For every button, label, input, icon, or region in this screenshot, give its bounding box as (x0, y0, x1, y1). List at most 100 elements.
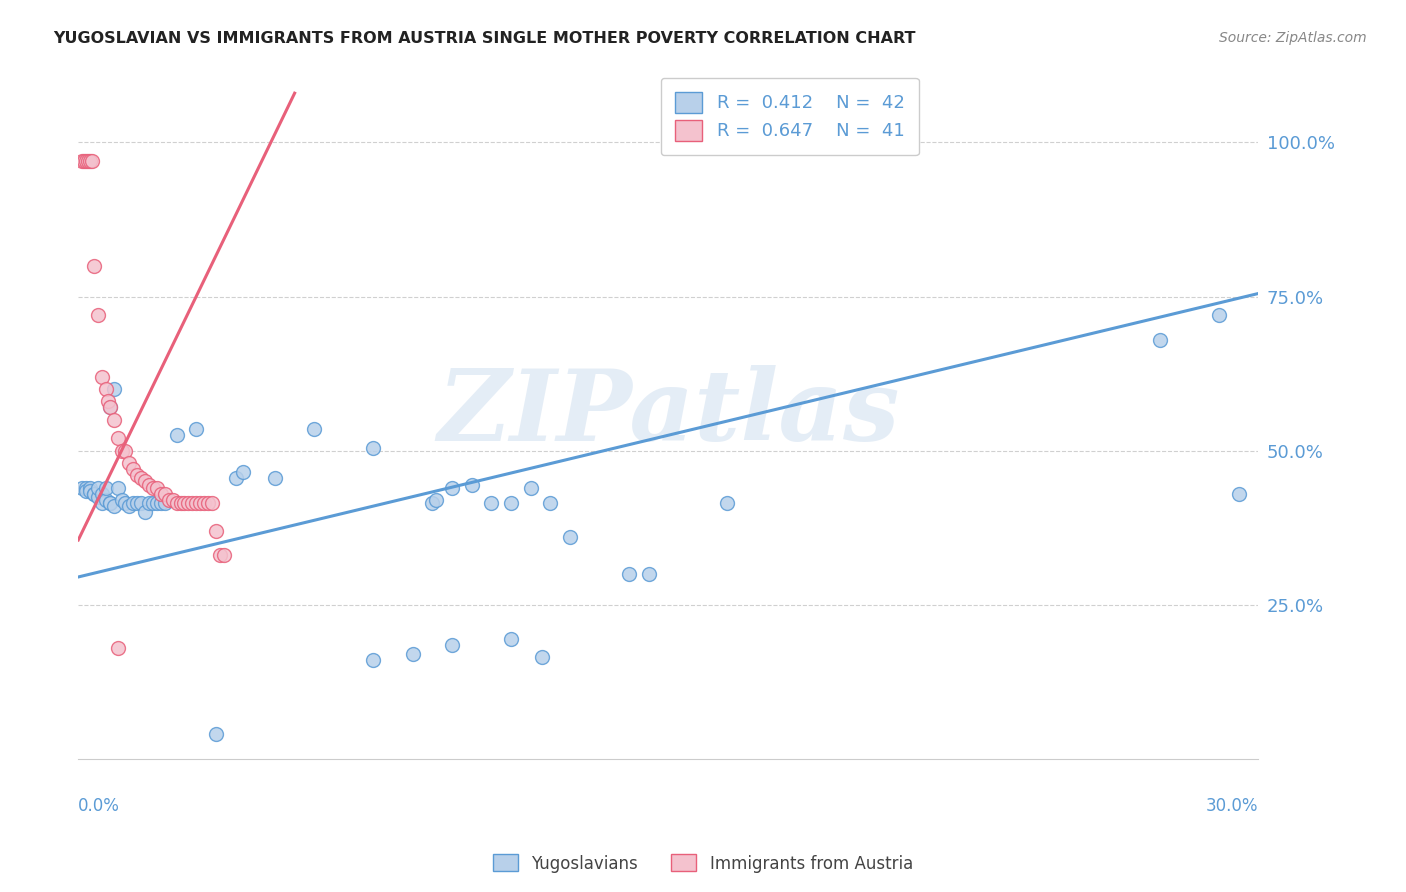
Point (617, 566, 640, 581)
Point (499, 496, 522, 510)
Point (166, 496, 188, 510)
Point (208, 549, 231, 563)
Point (264, 471, 287, 485)
Point (186, 422, 208, 436)
Point (460, 477, 482, 491)
Point (107, 481, 129, 495)
Point (87, 481, 110, 495)
Point (186, 496, 208, 510)
Point (114, 443, 136, 458)
Point (98, 401, 121, 415)
Point (146, 481, 169, 495)
Point (80, 153, 103, 168)
Point (75, 483, 97, 498)
Point (90, 487, 112, 501)
Point (149, 487, 172, 501)
Point (153, 487, 176, 501)
Point (304, 422, 326, 436)
Point (142, 481, 165, 495)
Point (157, 492, 180, 507)
Point (425, 492, 447, 507)
Point (129, 496, 152, 510)
Point (90, 496, 112, 510)
Point (1227, 487, 1250, 501)
Point (188, 496, 211, 510)
Text: ZIPatlas: ZIPatlas (437, 366, 900, 462)
Point (79, 481, 101, 495)
Point (127, 496, 149, 510)
Point (118, 456, 141, 470)
Point (118, 499, 141, 513)
Point (197, 496, 219, 510)
Point (499, 632, 522, 646)
Point (70, 153, 93, 168)
Point (142, 496, 165, 510)
Point (181, 496, 204, 510)
Point (134, 475, 156, 489)
Point (440, 638, 463, 652)
Point (83, 487, 105, 501)
Point (122, 496, 145, 510)
Point (363, 653, 385, 667)
Point (103, 413, 125, 427)
Point (519, 481, 541, 495)
Point (212, 549, 235, 563)
Point (114, 496, 136, 510)
Point (94, 382, 117, 396)
Point (205, 727, 228, 741)
Point (70, 481, 93, 495)
Point (79, 483, 101, 498)
Text: Source: ZipAtlas.com: Source: ZipAtlas.com (1219, 31, 1367, 45)
Point (107, 431, 129, 445)
Point (107, 640, 129, 655)
Point (363, 441, 385, 455)
Point (479, 496, 502, 510)
Point (169, 496, 191, 510)
Point (149, 496, 172, 510)
Point (103, 499, 125, 513)
Point (127, 468, 149, 483)
Point (98, 496, 121, 510)
Point (98, 496, 121, 510)
Point (177, 496, 200, 510)
Point (637, 566, 659, 581)
Point (1149, 333, 1171, 347)
Point (98, 401, 121, 415)
Point (103, 382, 125, 396)
Point (1208, 308, 1230, 322)
Point (87, 490, 110, 504)
Point (134, 505, 156, 519)
Point (173, 496, 195, 510)
Point (77, 153, 100, 168)
Point (138, 477, 160, 491)
Point (110, 443, 132, 458)
Point (79, 153, 101, 168)
Legend: Yugoslavians, Immigrants from Austria: Yugoslavians, Immigrants from Austria (486, 847, 920, 880)
Point (162, 492, 184, 507)
Point (122, 462, 145, 476)
Point (153, 496, 176, 510)
Point (94, 492, 117, 507)
Point (166, 428, 188, 442)
Point (83, 487, 105, 501)
Point (420, 496, 443, 510)
Point (87, 308, 110, 322)
Text: 30.0%: 30.0% (1206, 797, 1258, 814)
Point (440, 481, 463, 495)
Point (97, 394, 120, 409)
Point (75, 481, 97, 495)
Point (138, 496, 160, 510)
Point (558, 530, 581, 544)
Point (83, 259, 105, 273)
Legend: R =  0.412    N =  42, R =  0.647    N =  41: R = 0.412 N = 42, R = 0.647 N = 41 (661, 78, 920, 155)
Point (129, 471, 152, 485)
Point (716, 496, 738, 510)
Text: YUGOSLAVIAN VS IMMIGRANTS FROM AUSTRIA SINGLE MOTHER POVERTY CORRELATION CHART: YUGOSLAVIAN VS IMMIGRANTS FROM AUSTRIA S… (53, 31, 915, 46)
Point (225, 471, 247, 485)
Point (94, 481, 117, 495)
Point (90, 369, 112, 384)
Text: 0.0%: 0.0% (79, 797, 120, 814)
Point (201, 496, 224, 510)
Point (146, 496, 169, 510)
Point (193, 496, 215, 510)
